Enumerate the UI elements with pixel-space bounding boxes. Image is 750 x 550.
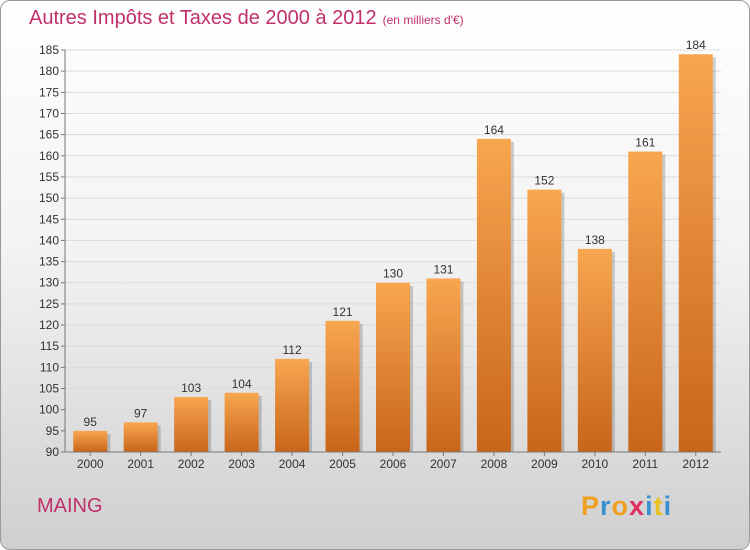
y-tick-label: 105 — [39, 382, 59, 396]
y-tick-label: 140 — [39, 233, 59, 247]
y-tick-label: 95 — [46, 424, 60, 438]
x-tick-label-2004: 2004 — [279, 457, 306, 471]
chart-title: Autres Impôts et Taxes de 2000 à 2012 (en… — [29, 7, 464, 30]
bar-2005 — [325, 320, 360, 452]
data-label-2003: 104 — [232, 377, 252, 391]
chart-unit-text: (en milliers d'€) — [382, 13, 464, 27]
data-label-2006: 130 — [383, 267, 403, 281]
proxiti-logo: Proxiti — [581, 491, 672, 522]
x-tick-label-2006: 2006 — [380, 457, 407, 471]
y-tick-label: 170 — [39, 106, 59, 120]
data-label-2008: 164 — [484, 123, 504, 137]
x-tick-label-2003: 2003 — [228, 457, 255, 471]
y-tick-label: 125 — [39, 297, 59, 311]
logo-letter: t — [653, 491, 664, 521]
bar-2010 — [577, 248, 612, 452]
y-tick-label: 185 — [39, 43, 59, 57]
y-tick-label: 120 — [39, 318, 59, 332]
bar-2008 — [476, 138, 511, 452]
data-labels: 95 97 103 104 112 121 130 131 164 152 138 161 184 — [84, 38, 707, 429]
data-label-2009: 152 — [534, 174, 554, 188]
logo-letter: P — [581, 491, 601, 521]
commune-name: MAING — [37, 495, 103, 517]
bar-2006 — [376, 282, 410, 452]
data-label-2007: 131 — [433, 263, 453, 277]
x-tick-label-2011: 2011 — [632, 457, 658, 471]
y-tick-label: 90 — [46, 445, 60, 459]
bar-2012 — [678, 54, 713, 453]
data-label-2010: 138 — [585, 233, 605, 247]
y-tick-label: 110 — [40, 360, 59, 374]
chart-title-text: Autres Impôts et Taxes de 2000 à 2012 — [29, 7, 377, 29]
y-tick-label: 165 — [39, 128, 59, 142]
data-label-2000: 95 — [84, 415, 98, 429]
x-tick-label-2002: 2002 — [178, 457, 205, 471]
x-tick-label-2001: 2001 — [127, 457, 154, 471]
bar-2002 — [174, 396, 209, 452]
data-label-2002: 103 — [181, 381, 201, 395]
x-tick-label-2008: 2008 — [481, 457, 508, 471]
data-label-2001: 97 — [134, 406, 148, 420]
x-axis-ticks: 2000 2001 2002 2003 2004 2005 2006 2007 2008 2009… — [77, 452, 709, 471]
y-tick-label: 135 — [39, 255, 59, 269]
bar-2000 — [73, 430, 108, 452]
y-tick-label: 100 — [39, 403, 59, 417]
y-tick-label: 150 — [39, 191, 59, 205]
x-tick-label-2009: 2009 — [531, 457, 558, 471]
bar-2001 — [123, 422, 158, 452]
bar-2007 — [426, 278, 461, 452]
bar-2003 — [224, 392, 259, 452]
data-label-2012: 184 — [686, 38, 706, 52]
x-tick-label-2010: 2010 — [581, 457, 608, 471]
bar-2011 — [628, 151, 663, 452]
y-tick-label: 115 — [40, 339, 59, 353]
y-tick-label: 155 — [39, 170, 59, 184]
y-tick-label: 160 — [39, 149, 59, 163]
logo-letter: o — [611, 491, 630, 521]
y-tick-label: 175 — [39, 85, 59, 99]
logo-letter: i — [663, 491, 673, 521]
bars — [73, 54, 716, 453]
bar-2009 — [527, 189, 562, 453]
bar-2004 — [275, 358, 310, 452]
y-tick-label: 130 — [39, 276, 59, 290]
x-tick-label-2000: 2000 — [77, 457, 104, 471]
y-tick-label: 180 — [39, 64, 59, 78]
data-label-2005: 121 — [333, 305, 353, 319]
x-tick-label-2007: 2007 — [430, 457, 457, 471]
x-tick-label-2012: 2012 — [682, 457, 709, 471]
data-label-2011: 161 — [635, 136, 655, 150]
data-label-2004: 112 — [283, 343, 302, 357]
y-tick-label: 145 — [39, 212, 59, 226]
logo-letter: r — [600, 491, 612, 521]
logo-letter: i — [645, 491, 654, 521]
logo-letter: x — [629, 491, 646, 521]
y-axis-ticks: 90 95 100 105 110 115 120 125 130 135 140 145 150 155… — [39, 43, 65, 459]
x-tick-label-2005: 2005 — [329, 457, 356, 471]
